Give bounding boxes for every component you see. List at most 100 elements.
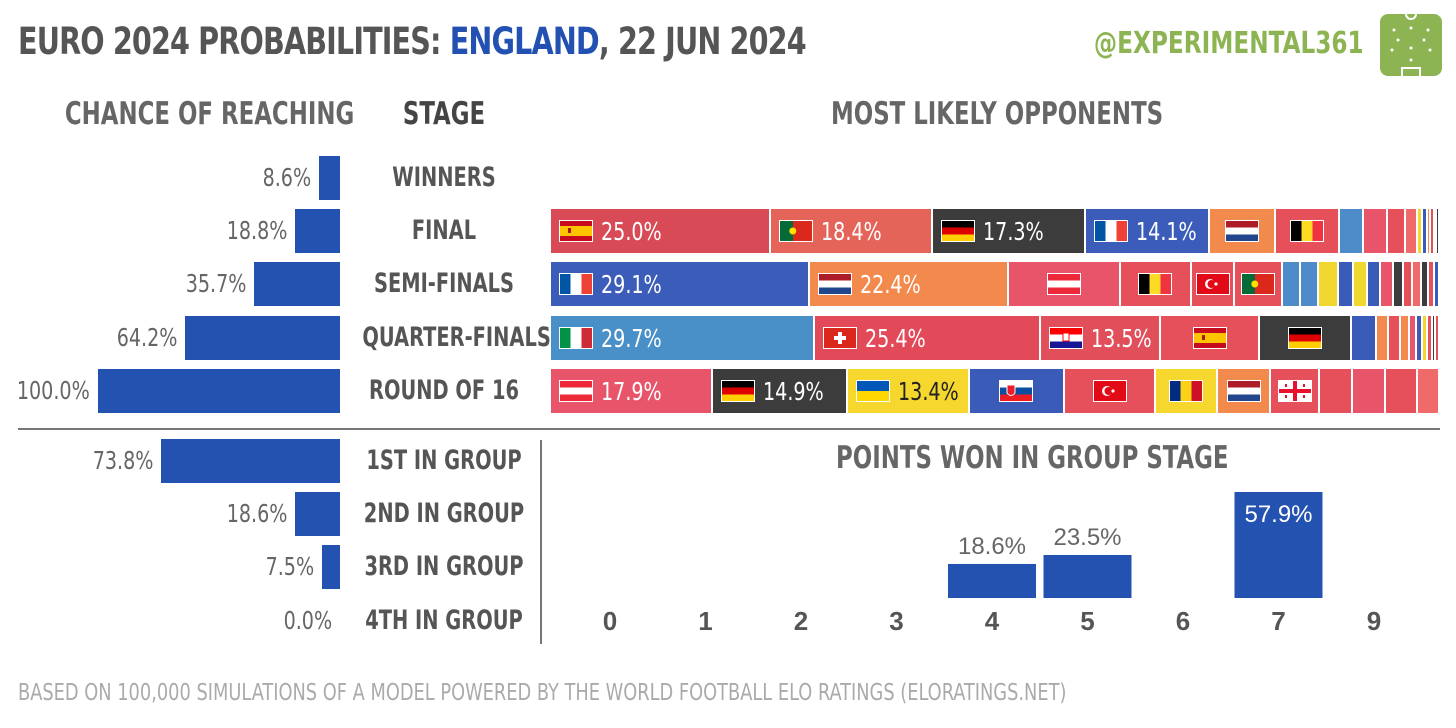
spain-flag-icon (559, 220, 593, 242)
source-footnote: BASED ON 100,000 SIMULATIONS OF A MODEL … (18, 680, 1067, 706)
opponent-segment (1431, 209, 1435, 253)
opponent-segment: 29.1% (551, 262, 810, 306)
opponent-segment (1413, 262, 1423, 306)
opponent-segment (1260, 316, 1352, 360)
opponent-segment: 17.9% (551, 369, 714, 413)
football-pitch-logo-icon (1380, 14, 1442, 76)
points-tick-label: 5 (1080, 606, 1094, 636)
opponent-segment (1437, 209, 1440, 253)
stage-label: SEMI-FINALS (373, 268, 515, 299)
opponent-segment (1301, 262, 1319, 306)
title-suffix: , 22 JUN 2024 (598, 20, 807, 63)
chance-bar (161, 439, 340, 483)
opponent-probability-label: 18.4% (821, 216, 882, 246)
opponent-segment: 22.4% (809, 262, 1009, 306)
belgium-flag-icon (1289, 220, 1324, 242)
points-tick-label: 1 (698, 606, 712, 636)
points-bar (1043, 554, 1132, 598)
chance-bar (319, 156, 340, 200)
chance-value-label: 18.6% (226, 499, 287, 528)
chance-value-label: 64.2% (116, 323, 177, 352)
opponent-segment (1432, 316, 1437, 360)
opponent-segment (1429, 262, 1436, 306)
points-chart-title: POINTS WON IN GROUP STAGE (836, 440, 1229, 476)
opponent-segment (1191, 262, 1236, 306)
points-tick-label: 7 (1271, 606, 1285, 636)
opponent-probability-label: 22.4% (859, 269, 921, 299)
opponent-segment (1405, 209, 1418, 253)
netherlands-flag-icon (817, 273, 852, 295)
opponent-probability-label: 25.0% (601, 216, 662, 246)
opponent-segment (1418, 369, 1440, 413)
france-flag-icon (559, 273, 593, 295)
points-tick-label: 4 (985, 606, 1000, 636)
opponent-segment (1120, 262, 1192, 306)
austria-flag-icon (1046, 273, 1081, 295)
header-opponents: MOST LIKELY OPPONENTS (831, 96, 1164, 132)
stage-label: 3RD IN GROUP (364, 551, 524, 582)
opponent-probability-label: 29.1% (601, 269, 662, 299)
opponent-segment (1351, 316, 1377, 360)
opponent-segment (1400, 316, 1410, 360)
georgia-flag-icon (1277, 380, 1312, 402)
opponent-probability-label: 29.7% (601, 323, 662, 353)
opponent-segment (969, 369, 1065, 413)
opponent-segment (1364, 209, 1388, 253)
opponent-segment (1156, 369, 1218, 413)
opponent-segment (1428, 316, 1433, 360)
vertical-divider (540, 440, 542, 644)
opponent-segment (1385, 369, 1419, 413)
chance-bar (322, 545, 340, 589)
opponent-segment: 17.3% (933, 209, 1086, 253)
points-tick-label: 0 (603, 606, 617, 636)
title-prefix: EURO 2024 PROBABILITIES: (18, 20, 450, 63)
turkey-flag-icon (1092, 380, 1127, 402)
opponent-segment (1352, 369, 1386, 413)
belgium-flag-icon (1138, 273, 1173, 295)
opponent-segment (1435, 262, 1440, 306)
points-chart: 0 1 2 3 18.6% 4 23.5% 5 6 57.9% 7 9 (603, 492, 1381, 636)
germany-flag-icon (941, 220, 976, 242)
stage-label: WINNERS (392, 162, 496, 193)
opponent-segment (1436, 316, 1440, 360)
opponent-segment (1217, 369, 1272, 413)
opponent-segment (1387, 209, 1406, 253)
opponent-segment (1427, 209, 1432, 253)
opponent-segment (1271, 369, 1321, 413)
points-bar (1234, 492, 1323, 598)
chance-bar (295, 209, 340, 253)
netherlands-flag-icon (1226, 380, 1261, 402)
opponents-row: 25.0% 18.4% 17.3% 14.1% (551, 209, 1440, 253)
opponent-segment (1008, 262, 1121, 306)
opponent-segment: 14.9% (713, 369, 849, 413)
opponents-row: 17.9% 14.9% 13.4% (551, 369, 1440, 413)
chance-bar (98, 369, 340, 413)
opponent-probability-label: 14.9% (763, 376, 824, 406)
twitter-handle: @EXPERIMENTAL361 (1094, 26, 1364, 61)
opponent-segment: 13.4% (848, 369, 970, 413)
points-value-label: 57.9% (1244, 501, 1312, 528)
opponent-segment (1320, 369, 1353, 413)
chance-value-label: 100.0% (17, 376, 90, 405)
stage-label: FINAL (411, 215, 477, 246)
points-tick-label: 2 (794, 606, 808, 636)
chance-value-label: 18.8% (226, 216, 287, 245)
header-chance: CHANCE OF REACHING (64, 96, 355, 132)
chart-title: EURO 2024 PROBABILITIES: ENGLAND, 22 JUN… (18, 20, 807, 63)
croatia-flag-icon (1049, 327, 1084, 349)
opponent-segment (1276, 209, 1340, 253)
opponent-segment (1367, 262, 1382, 306)
chance-bar (185, 316, 340, 360)
opponent-segment: 25.0% (551, 209, 772, 253)
chance-value-label: 73.8% (92, 446, 153, 475)
header-stage: STAGE (402, 96, 486, 132)
turkey-flag-icon (1195, 273, 1230, 295)
stage-label: 2ND IN GROUP (363, 498, 525, 529)
points-bar (948, 563, 1036, 598)
opponent-probability-label: 17.3% (983, 216, 1045, 246)
france-flag-icon (1093, 220, 1128, 242)
germany-flag-icon (721, 380, 756, 402)
opponent-segment (1404, 262, 1414, 306)
opponent-segment (1423, 316, 1429, 360)
slovakia-flag-icon (999, 380, 1034, 402)
